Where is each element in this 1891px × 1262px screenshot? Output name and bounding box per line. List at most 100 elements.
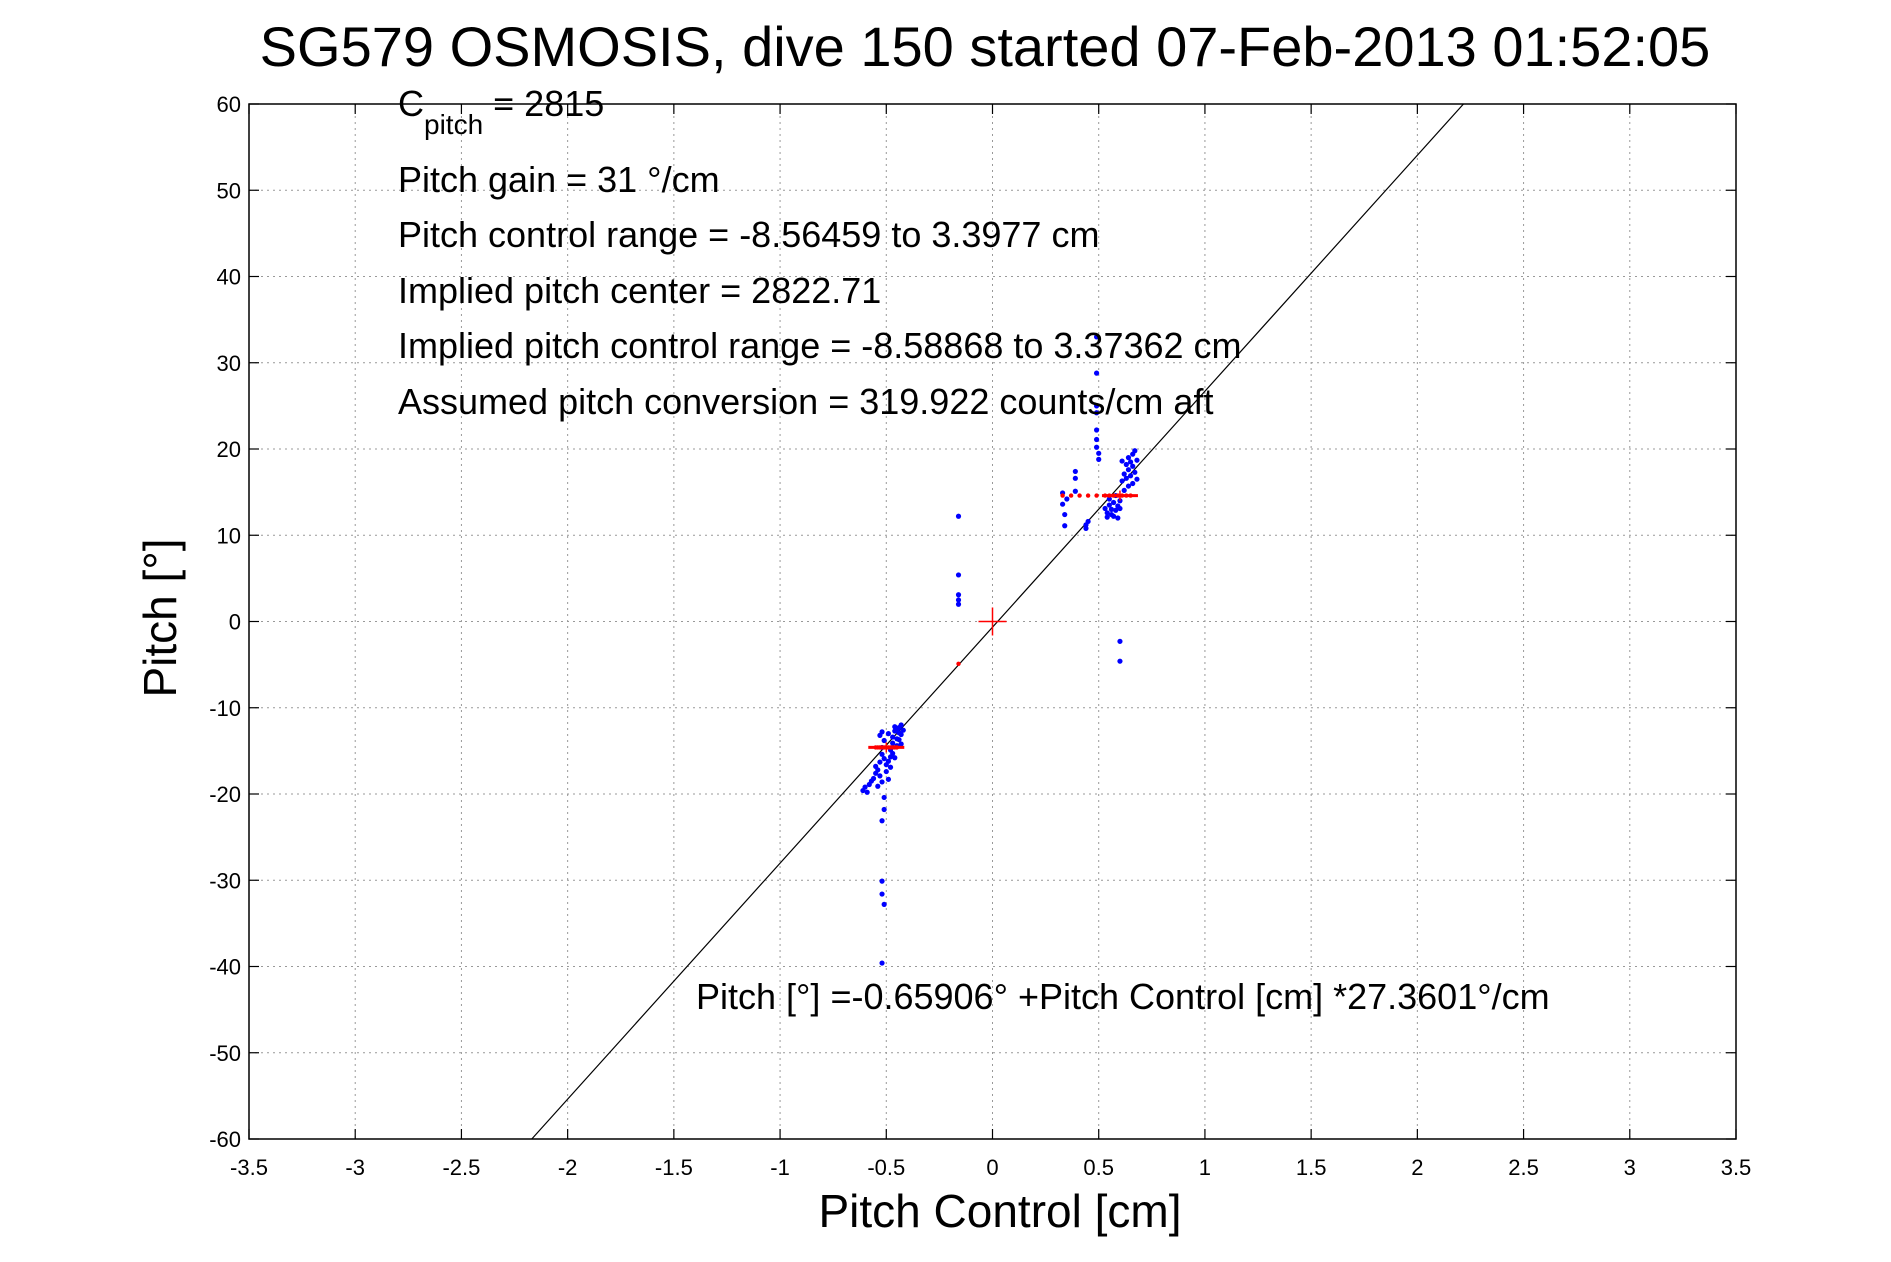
data-point	[1132, 469, 1138, 475]
data-point	[1110, 499, 1117, 506]
data-point	[955, 597, 962, 603]
data-point	[881, 901, 887, 908]
data-point	[1108, 506, 1115, 512]
data-point	[879, 729, 885, 735]
data-point	[1083, 525, 1089, 531]
data-point	[879, 878, 885, 884]
data-point	[1085, 518, 1091, 525]
data-point	[1072, 468, 1078, 475]
y-tick-label: 10	[217, 523, 241, 548]
data-point	[1117, 505, 1123, 512]
data-point	[1130, 463, 1136, 469]
y-axis-label: Pitch [°]	[134, 538, 186, 697]
x-tick-label: -0.5	[867, 1155, 905, 1180]
data-point	[1093, 334, 1100, 340]
data-point	[1106, 502, 1112, 508]
data-point	[885, 776, 892, 782]
data-point	[1104, 510, 1110, 516]
y-tick-label: -40	[209, 955, 241, 980]
y-tick-label: -20	[209, 782, 241, 807]
data-point	[879, 779, 885, 785]
data-point	[1117, 498, 1123, 504]
data-point	[1117, 658, 1123, 664]
data-point	[877, 759, 883, 765]
x-tick-label: -3	[345, 1155, 365, 1180]
data-point	[1119, 458, 1125, 464]
y-tick-label: -60	[209, 1127, 241, 1152]
red-point	[1094, 493, 1099, 498]
y-tick-label: 40	[217, 265, 241, 290]
data-point	[1093, 444, 1100, 450]
data-point	[890, 734, 896, 740]
x-tick-label: -2	[558, 1155, 578, 1180]
data-point	[898, 722, 904, 728]
y-tick-label: 20	[217, 437, 241, 462]
data-point	[870, 775, 877, 782]
data-point	[1115, 515, 1121, 521]
y-tick-labels: 60 50 40 30 20 10 0 -10 -20 -30 -40 -50 -60	[209, 92, 241, 1152]
data-point	[1117, 638, 1123, 644]
y-tick-label: 60	[217, 92, 241, 117]
data-point	[1134, 457, 1140, 463]
x-tick-label: -3.5	[230, 1155, 268, 1180]
y-tick-label: -10	[209, 696, 241, 721]
data-point	[1125, 483, 1132, 489]
x-tick-label: -1.5	[655, 1155, 693, 1180]
data-point	[1134, 476, 1140, 482]
x-tick-label: -2.5	[442, 1155, 480, 1180]
implied-pitch-control-range-annotation: Implied pitch control range = -8.58868 t…	[398, 325, 1242, 366]
y-tick-label: 50	[217, 178, 241, 203]
data-point	[877, 773, 883, 779]
data-point	[890, 750, 896, 757]
data-point	[1093, 410, 1100, 416]
data-point	[1121, 471, 1127, 477]
axis-ticks	[248, 103, 1737, 1140]
data-point	[955, 601, 962, 607]
data-point	[1130, 480, 1136, 487]
data-point	[1093, 370, 1100, 376]
red-point	[956, 661, 961, 666]
data-point	[1093, 427, 1100, 433]
data-point	[864, 789, 870, 795]
x-tick-label: 3.5	[1721, 1155, 1752, 1180]
data-point	[1072, 475, 1078, 481]
x-axis-label: Pitch Control [cm]	[819, 1185, 1182, 1237]
data-point	[900, 727, 906, 733]
implied-pitch-center-annotation: Implied pitch center = 2822.71	[398, 270, 881, 311]
y-tick-label: -30	[209, 868, 241, 893]
data-points	[860, 334, 1140, 966]
data-point	[1119, 478, 1125, 484]
data-point	[1110, 513, 1117, 519]
x-tick-label: 1.5	[1296, 1155, 1327, 1180]
c-pitch-value: = 2815	[483, 83, 604, 124]
data-point	[1125, 467, 1132, 473]
x-tick-label: 2.5	[1508, 1155, 1539, 1180]
data-point	[1113, 507, 1119, 513]
data-point	[896, 737, 902, 743]
chart-title: SG579 OSMOSIS, dive 150 started 07-Feb-2…	[260, 15, 1711, 78]
data-point	[955, 592, 962, 598]
data-point	[881, 806, 887, 813]
x-tick-label: 0.5	[1083, 1155, 1114, 1180]
data-point	[1123, 475, 1129, 481]
data-point	[875, 767, 881, 773]
data-point	[1096, 456, 1102, 462]
data-point	[875, 783, 881, 789]
data-point	[955, 513, 962, 519]
fit-equation-annotation: Pitch [°] =-0.65906° +Pitch Control [cm]…	[696, 976, 1550, 1017]
data-point	[883, 768, 889, 775]
y-tick-label: -50	[209, 1041, 241, 1066]
red-point	[1068, 493, 1074, 498]
data-point	[1062, 523, 1068, 529]
data-point	[1093, 436, 1100, 443]
pitch-gain-annotation: Pitch gain = 31 °/cm	[398, 159, 720, 200]
data-point	[894, 726, 900, 732]
pitch-control-range-annotation: Pitch control range = -8.56459 to 3.3977…	[398, 214, 1099, 255]
data-point	[1060, 501, 1066, 507]
data-point	[1062, 511, 1068, 518]
red-point	[1077, 493, 1082, 498]
c-pitch-annotation: Cpitch = 2815	[398, 83, 604, 140]
data-point	[1106, 496, 1112, 502]
data-point	[1127, 459, 1134, 465]
